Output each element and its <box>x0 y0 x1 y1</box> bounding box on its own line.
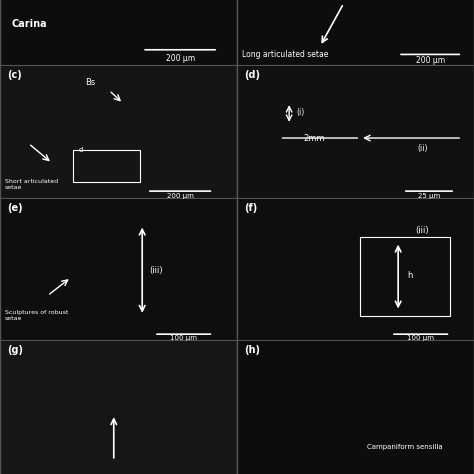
Text: (e): (e) <box>7 203 23 213</box>
Text: 100 μm: 100 μm <box>170 335 197 341</box>
Text: (c): (c) <box>7 70 22 80</box>
Text: Campaniform sensilla: Campaniform sensilla <box>367 445 443 450</box>
Text: (d): (d) <box>244 70 260 80</box>
Text: 25 μm: 25 μm <box>418 193 440 199</box>
Text: Bs: Bs <box>85 78 96 87</box>
Text: h: h <box>408 272 413 280</box>
Text: 100 μm: 100 μm <box>407 335 434 341</box>
Text: (g): (g) <box>7 345 23 355</box>
Text: d: d <box>78 147 82 153</box>
Text: 200 μm: 200 μm <box>167 193 193 199</box>
Text: (f): (f) <box>244 203 257 213</box>
Text: (iii): (iii) <box>149 266 163 274</box>
Text: (i): (i) <box>296 109 304 117</box>
Text: (ii): (ii) <box>417 144 428 153</box>
Text: 200 μm: 200 μm <box>416 56 445 65</box>
Text: Short articulated
setae: Short articulated setae <box>5 179 58 190</box>
Text: (iii): (iii) <box>415 226 428 235</box>
Text: 2mm: 2mm <box>303 134 325 143</box>
Bar <box>360 237 450 316</box>
Text: 200 μm: 200 μm <box>165 54 195 63</box>
Text: Carina: Carina <box>12 18 47 28</box>
Bar <box>73 150 140 182</box>
Text: (h): (h) <box>244 345 260 355</box>
Text: Long articulated setae: Long articulated setae <box>242 50 328 59</box>
Text: Sculptures of robust
setae: Sculptures of robust setae <box>5 310 68 321</box>
